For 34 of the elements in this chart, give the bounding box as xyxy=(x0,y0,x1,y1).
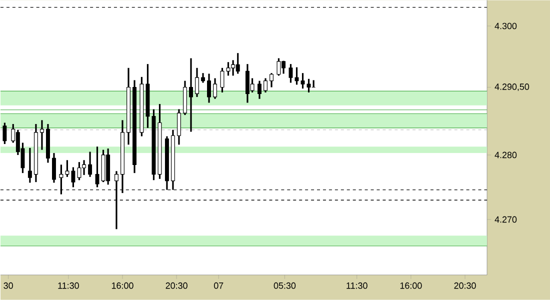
candlestick xyxy=(300,72,305,90)
candlestick xyxy=(195,67,199,98)
x-tick-label: 05:30 xyxy=(274,282,296,289)
candlestick xyxy=(71,166,76,188)
candlestick xyxy=(28,147,32,184)
x-tick-label: 11:30 xyxy=(58,282,79,289)
y-tick-label: 4.300 xyxy=(494,22,517,30)
candlestick xyxy=(294,66,299,86)
x-tick-label: 16:00 xyxy=(400,282,422,289)
x-tick-label: 16:00 xyxy=(112,282,134,289)
x-tick-label: 30 xyxy=(4,282,13,289)
candlestick xyxy=(207,72,212,104)
candlestick xyxy=(288,63,293,84)
candlestick xyxy=(65,159,70,178)
candlestick xyxy=(201,72,205,84)
candlestick xyxy=(176,108,181,146)
candlestick xyxy=(220,67,224,94)
candlestick xyxy=(95,146,100,188)
candlestick xyxy=(213,77,218,100)
y-tick-label: 4.280 xyxy=(494,152,517,158)
candlestick xyxy=(40,119,44,151)
x-tick-label: 11:30 xyxy=(346,282,368,289)
candlestick xyxy=(2,122,7,145)
candlestick xyxy=(189,57,193,133)
x-tick-label: 20:30 xyxy=(166,282,188,289)
candlestick xyxy=(264,77,268,94)
candlestick xyxy=(88,150,92,178)
y-tick-label: 4.270 xyxy=(494,216,517,223)
y-tick-label: 4.290,50 xyxy=(494,84,530,91)
candlestick xyxy=(270,72,274,88)
candlestick xyxy=(258,80,262,100)
x-tick-label: 07 xyxy=(214,282,224,289)
x-tick-label: 20:30 xyxy=(454,282,476,289)
candlestick xyxy=(52,152,56,184)
